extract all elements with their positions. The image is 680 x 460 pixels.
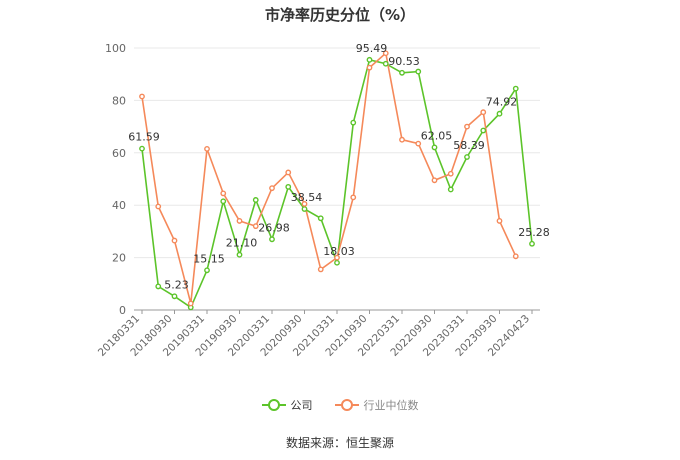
y-tick-label: 40 [112,199,126,212]
legend-symbol-company [261,399,286,411]
data-label: 90.53 [388,55,420,68]
data-point-0 [252,197,259,203]
data-label: 95.49 [356,42,388,55]
data-label: 58.39 [453,139,485,152]
series-line-1 [141,51,517,304]
data-point-0 [529,240,535,247]
legend-item-company[interactable]: 公司 [261,397,313,413]
data-point-1 [171,237,178,244]
data-points [139,50,535,311]
data-point-1 [155,203,162,210]
data-point-1 [431,177,438,184]
data-label: 61.59 [128,131,160,144]
data-source-note: 数据来源：恒生聚源 [285,436,394,450]
data-label: 62.05 [421,129,453,142]
legend-label-industry-median: 行业中位数 [363,399,419,412]
data-point-1 [512,253,519,260]
y-tick-label: 80 [112,94,126,107]
data-point-1 [480,109,487,116]
data-point-0 [447,186,454,193]
data-point-1 [204,145,210,152]
data-label: 26.98 [258,221,290,234]
data-point-1 [350,194,357,201]
data-point-0 [512,85,519,92]
grid-lines [134,47,540,259]
data-point-1 [187,300,194,307]
data-point-0 [171,293,178,300]
series-line-0 [141,58,533,309]
data-label: 38.54 [291,191,323,204]
data-point-0 [350,119,357,126]
data-point-0 [236,251,243,258]
data-point-1 [496,218,503,224]
data-point-0 [366,56,373,63]
data-point-0 [464,154,470,160]
data-point-0 [285,183,292,190]
line-chart: 0204060801002018033120180930201903312019… [96,42,550,359]
data-label: 15.15 [193,252,225,265]
data-point-1 [236,218,243,224]
data-point-0 [204,267,210,274]
data-point-1 [220,190,227,197]
data-point-0 [382,60,389,67]
legend: 公司 行业中位数 [0,397,680,413]
data-point-1 [447,170,454,177]
series-lines [141,51,533,309]
legend-symbol-industry-median [334,399,359,411]
legend-item-industry-median[interactable]: 行业中位数 [334,397,419,413]
data-point-0 [415,68,422,75]
data-label: 74.92 [486,96,518,109]
y-tick-label: 20 [112,252,126,265]
data-point-0 [220,198,227,205]
data-point-1 [269,185,275,192]
data-point-1 [366,64,373,71]
data-point-0 [155,283,162,290]
data-point-0 [431,144,438,151]
data-point-1 [301,200,308,207]
data-point-0 [139,145,145,152]
data-label: 18.03 [323,245,355,258]
data-point-0 [480,127,487,134]
data-point-1 [399,136,405,143]
data-label: 25.28 [518,226,550,239]
data-point-0 [496,110,503,117]
y-tick-label: 100 [105,42,126,55]
data-point-0 [301,206,308,212]
data-point-1 [139,93,145,100]
data-label: 5.23 [164,278,189,291]
data-point-1 [334,254,340,261]
data-point-0 [399,69,405,76]
data-label: 21.10 [226,237,258,250]
legend-label-company: 公司 [290,399,313,412]
data-point-0 [334,259,340,266]
data-point-0 [269,236,275,243]
data-point-1 [252,223,259,230]
data-point-1 [285,169,292,176]
y-tick-label: 0 [119,304,126,317]
data-point-1 [415,140,422,147]
y-tick-label: 60 [112,147,126,160]
data-point-0 [317,215,324,222]
data-point-1 [464,123,470,130]
data-point-1 [382,50,389,57]
chart-title: 市净率历史分位（%） [264,6,416,24]
data-point-1 [317,266,324,273]
